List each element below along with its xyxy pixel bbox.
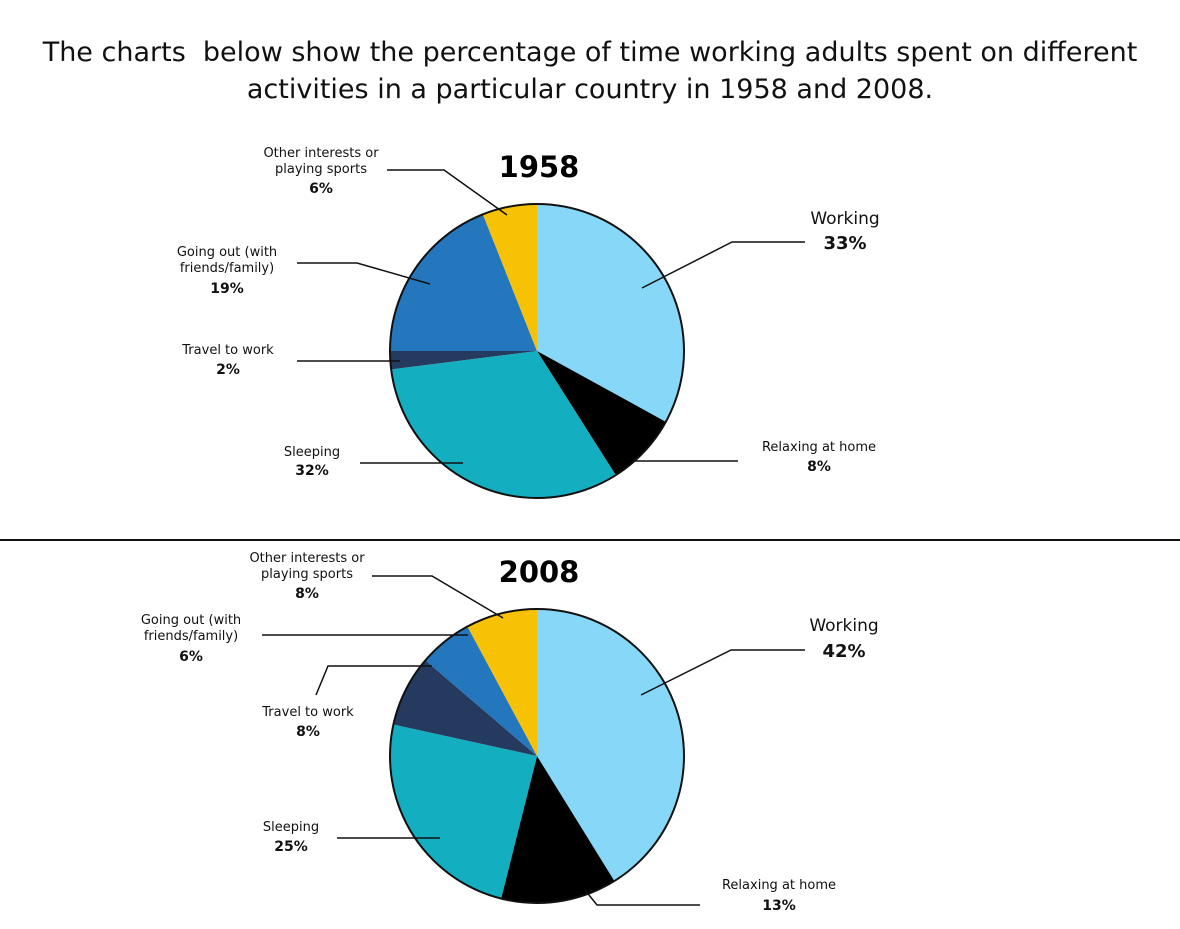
leader-line: [315, 665, 432, 696]
pie-slice: [537, 609, 684, 881]
slice-label: Working 33%: [745, 209, 945, 254]
category-label: Travel to work: [182, 343, 274, 358]
leader-line: [297, 262, 431, 285]
slice-label: Relaxing at home 8%: [719, 440, 919, 475]
category-label: Travel to work: [262, 705, 354, 720]
leader-line: [387, 169, 508, 216]
pie-slice: [467, 609, 537, 756]
category-label: Working: [810, 209, 880, 229]
value-label: 2%: [216, 362, 240, 378]
chart-title: 2008: [498, 555, 580, 589]
slice-label: Other interests or playing sports 6%: [254, 146, 389, 197]
pie-slice: [482, 204, 537, 351]
value-label: 33%: [823, 233, 867, 254]
category-label: Other interests or playing sports: [263, 146, 379, 177]
slice-label: Going out (with friends/family) 6%: [131, 613, 251, 665]
pie-slice: [390, 214, 537, 351]
pie-slice: [425, 626, 537, 756]
pie-slice: [537, 204, 685, 422]
slice-label: Travel to work 8%: [208, 705, 408, 740]
pie-slice: [393, 660, 537, 756]
main-title: The charts below show the percentage of …: [42, 37, 1146, 105]
leader-line: [640, 649, 805, 696]
slice-label: Going out (with friends/family) 19%: [167, 245, 287, 297]
slice-label: Sleeping 25%: [191, 820, 391, 855]
chart-title: 1958: [498, 150, 580, 184]
pie-outline: [389, 608, 685, 904]
pie-slice: [501, 756, 615, 903]
leader-line: [372, 575, 504, 619]
value-label: 8%: [296, 724, 320, 740]
slice-label: Sleeping 32%: [212, 445, 412, 479]
pie-outline: [389, 203, 685, 499]
pie-slice: [390, 724, 537, 899]
slice-label: Relaxing at home 13%: [679, 878, 879, 914]
category-label: Sleeping: [262, 820, 320, 835]
pie-slice: [390, 351, 537, 370]
slice-label: Working 42%: [744, 616, 944, 662]
slice-label: Travel to work 2%: [128, 343, 328, 378]
category-label: Other interests or playing sports: [249, 551, 365, 582]
category-label: Going out (with friends/family): [140, 613, 242, 644]
category-label: Relaxing at home: [721, 878, 836, 893]
category-label: Going out (with friends/family): [176, 245, 278, 276]
leader-line: [641, 241, 805, 289]
value-label: 13%: [762, 898, 796, 914]
pie-slice: [391, 351, 616, 498]
value-label: 8%: [295, 586, 319, 602]
category-label: Relaxing at home: [761, 440, 876, 455]
pie-slice: [537, 351, 666, 476]
category-label: Working: [809, 616, 879, 636]
slice-label: Other interests or playing sports 8%: [240, 551, 375, 602]
value-label: 42%: [822, 641, 866, 662]
value-label: 19%: [210, 281, 244, 297]
value-label: 32%: [295, 463, 329, 479]
category-label: Sleeping: [283, 445, 341, 460]
leader-line: [584, 889, 700, 906]
value-label: 8%: [807, 459, 831, 475]
value-label: 6%: [309, 181, 333, 197]
value-label: 6%: [179, 649, 203, 665]
value-label: 25%: [274, 839, 308, 855]
